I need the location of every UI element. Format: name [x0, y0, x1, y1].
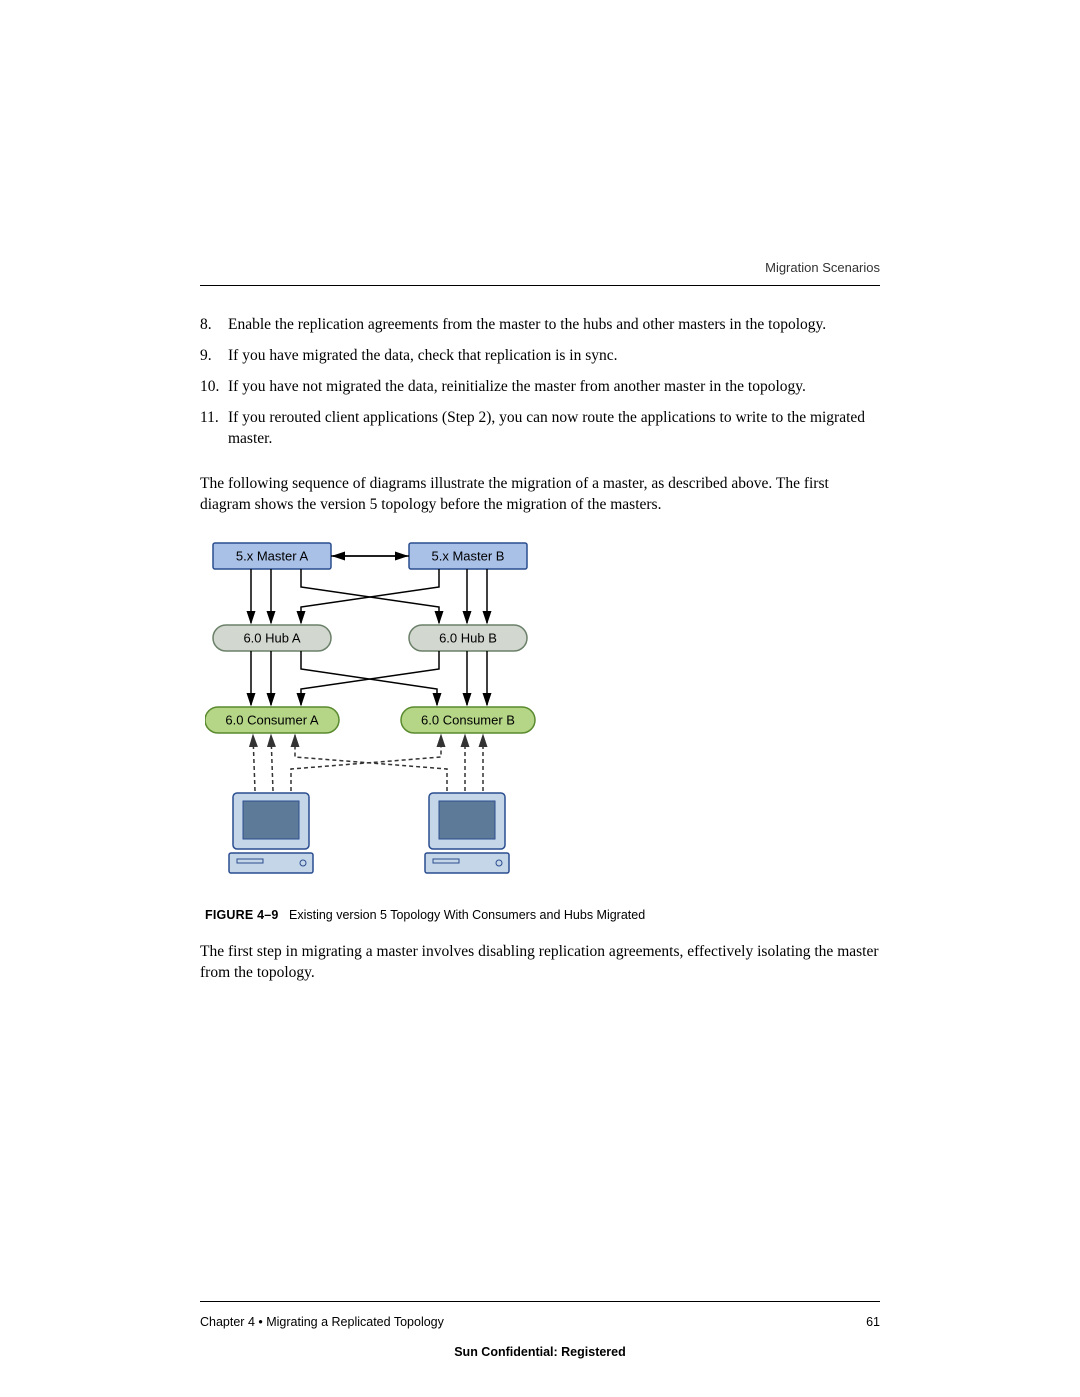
figure-caption: FIGURE 4–9 Existing version 5 Topology W… — [205, 908, 880, 922]
list-item: 11. If you rerouted client applications … — [200, 408, 880, 450]
svg-text:6.0 Hub A: 6.0 Hub A — [243, 631, 300, 646]
svg-text:6.0 Consumer A: 6.0 Consumer A — [225, 713, 319, 728]
figure-label: FIGURE 4–9 — [205, 908, 279, 922]
svg-text:6.0 Hub B: 6.0 Hub B — [439, 631, 497, 646]
list-text: If you have migrated the data, check tha… — [228, 346, 880, 367]
list-text: If you have not migrated the data, reini… — [228, 377, 880, 398]
list-item: 8. Enable the replication agreements fro… — [200, 315, 880, 336]
list-number: 9. — [200, 346, 228, 367]
page-content: 8. Enable the replication agreements fro… — [200, 315, 880, 984]
topology-diagram: 5.x Master A 5.x Master B 6.0 Hub A 6.0 Hub… — [205, 535, 880, 890]
svg-text:5.x Master A: 5.x Master A — [236, 549, 309, 564]
list-item: 9. If you have migrated the data, check … — [200, 346, 880, 367]
list-number: 11. — [200, 408, 228, 450]
footer-page-number: 61 — [866, 1315, 880, 1329]
list-text: If you rerouted client applications (Ste… — [228, 408, 880, 450]
header-rule — [200, 285, 880, 286]
section-header: Migration Scenarios — [765, 260, 880, 275]
list-number: 10. — [200, 377, 228, 398]
footer-rule — [200, 1301, 880, 1302]
footer-confidential: Sun Confidential: Registered — [0, 1345, 1080, 1359]
svg-text:5.x Master B: 5.x Master B — [432, 549, 505, 564]
list-number: 8. — [200, 315, 228, 336]
footer-chapter: Chapter 4 • Migrating a Replicated Topol… — [200, 1315, 444, 1329]
svg-text:6.0 Consumer B: 6.0 Consumer B — [421, 713, 515, 728]
list-text: Enable the replication agreements from t… — [228, 315, 880, 336]
figure-caption-text: Existing version 5 Topology With Consume… — [289, 908, 645, 922]
list-item: 10. If you have not migrated the data, r… — [200, 377, 880, 398]
paragraph: The first step in migrating a master inv… — [200, 942, 880, 984]
paragraph: The following sequence of diagrams illus… — [200, 474, 880, 516]
